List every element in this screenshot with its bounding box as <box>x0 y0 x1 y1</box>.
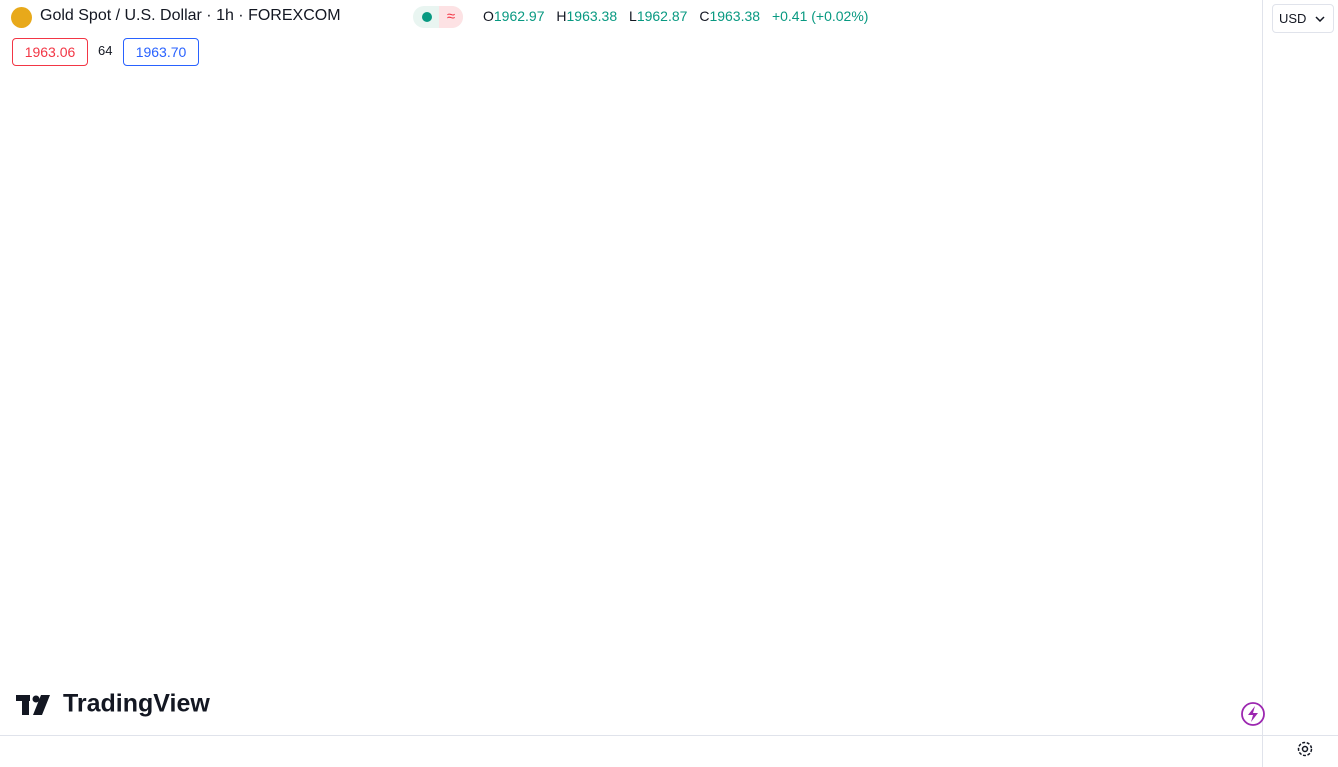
settings-button[interactable] <box>1297 741 1313 757</box>
watermark-logo <box>16 695 50 715</box>
currency-button[interactable]: USD <box>1272 4 1334 33</box>
ohlc-value: 1963.38 <box>566 8 618 24</box>
ohlc-legend: O1962.97 H1963.38 L1962.87 C1963.38 +0.4… <box>483 8 868 24</box>
ohlc-value: 1962.97 <box>493 8 545 24</box>
bid-button[interactable]: 1963.06 <box>12 38 88 66</box>
chart-title: Gold Spot / U.S. Dollar · 1h · FOREXCOM <box>40 7 341 24</box>
ohlc-value: 1962.87 <box>636 8 688 24</box>
watermark: TradingView <box>63 690 210 718</box>
symbol-icon <box>11 7 32 28</box>
change: +0.41 (+0.02%) <box>771 8 869 24</box>
currency: USD <box>1279 11 1307 26</box>
ohlc-label: O <box>483 8 494 24</box>
ask-button[interactable]: 1963.70 <box>123 38 199 66</box>
lightning-button[interactable] <box>1241 702 1265 726</box>
ohlc-value: 1963.38 <box>709 8 761 24</box>
spread: 64 <box>98 43 113 58</box>
status-pill[interactable]: ≈ <box>413 6 463 28</box>
chevron <box>1315 16 1325 22</box>
ohlc-label: C <box>699 8 710 24</box>
ohlc-label: L <box>629 8 637 24</box>
ohlc-label: H <box>556 8 567 24</box>
